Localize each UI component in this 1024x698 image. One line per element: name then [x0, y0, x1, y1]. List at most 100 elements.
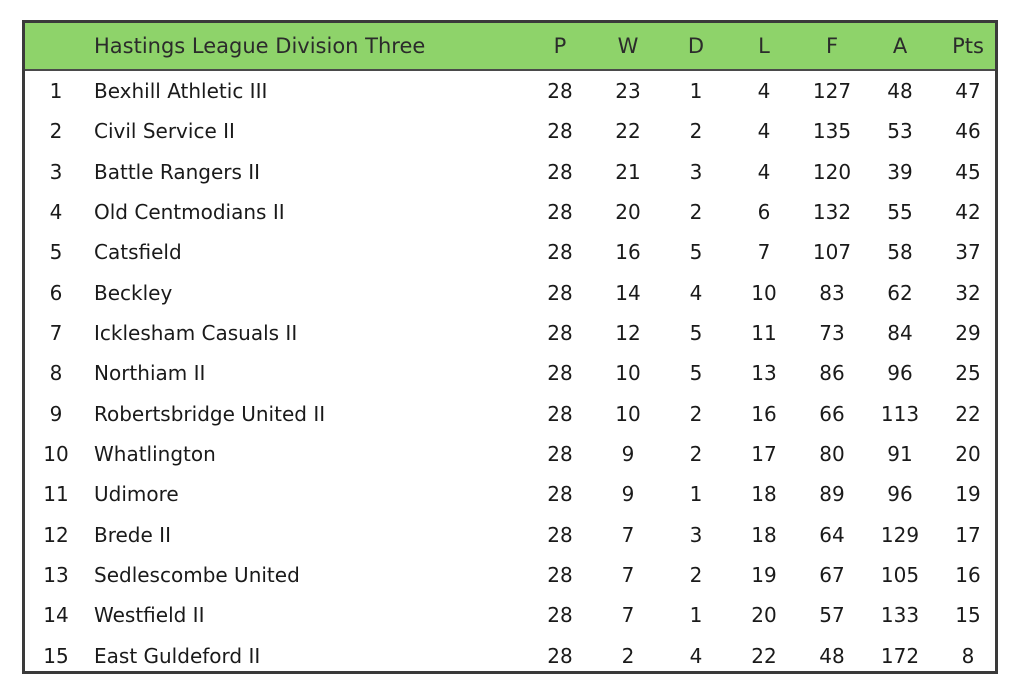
team-name-cell: Civil Service II [94, 119, 235, 144]
won-cell: 2 [621, 643, 635, 668]
drawn-cell: 3 [689, 522, 703, 547]
points-cell: 17 [955, 522, 981, 547]
column-header-pts: Pts [952, 34, 984, 58]
goals-for-cell: 48 [819, 643, 845, 668]
goals-against-cell: 129 [880, 522, 920, 547]
position-cell: 15 [43, 643, 69, 668]
points-cell: 46 [955, 119, 981, 144]
goals-against-cell: 84 [887, 320, 913, 345]
drawn-cell: 5 [689, 361, 703, 386]
team-name-cell: Icklesham Casuals II [94, 320, 298, 345]
goals-for-cell: 80 [819, 441, 845, 466]
played-cell: 28 [547, 482, 573, 507]
team-name-cell: Westfield II [94, 603, 205, 628]
won-cell: 10 [615, 401, 641, 426]
goals-against-cell: 39 [887, 159, 913, 184]
played-cell: 28 [547, 401, 573, 426]
column-header-l: L [758, 34, 770, 58]
played-cell: 28 [547, 562, 573, 587]
points-cell: 29 [955, 320, 981, 345]
table-row: 8 Northiam II 28 10 5 13 86 96 25 [25, 353, 995, 393]
table-row: 4 Old Centmodians II 28 20 2 6 132 55 42 [25, 192, 995, 232]
table-row: 12 Brede II 28 7 3 18 64 129 17 [25, 515, 995, 555]
lost-cell: 10 [751, 280, 777, 305]
team-name-cell: Brede II [94, 522, 171, 547]
played-cell: 28 [547, 522, 573, 547]
lost-cell: 17 [751, 441, 777, 466]
won-cell: 14 [615, 280, 641, 305]
drawn-cell: 5 [689, 320, 703, 345]
goals-for-cell: 127 [812, 79, 852, 103]
league-table: Hastings League Division Three P W D L F… [22, 20, 998, 674]
table-row: 14 Westfield II 28 7 1 20 57 133 15 [25, 595, 995, 635]
won-cell: 20 [615, 199, 641, 224]
lost-cell: 19 [751, 562, 777, 587]
team-name-cell: Catsfield [94, 240, 182, 265]
team-name-cell: Bexhill Athletic III [94, 79, 268, 103]
goals-against-cell: 91 [887, 441, 913, 466]
position-cell: 8 [49, 361, 63, 386]
team-name-cell: Udimore [94, 482, 179, 507]
position-cell: 9 [49, 401, 63, 426]
played-cell: 28 [547, 643, 573, 668]
table-header: Hastings League Division Three P W D L F… [25, 23, 995, 71]
team-name-cell: Sedlescombe United [94, 562, 300, 587]
goals-for-cell: 66 [819, 401, 845, 426]
played-cell: 28 [547, 441, 573, 466]
goals-for-cell: 86 [819, 361, 845, 386]
drawn-cell: 3 [689, 159, 703, 184]
won-cell: 21 [615, 159, 641, 184]
goals-for-cell: 83 [819, 280, 845, 305]
lost-cell: 16 [751, 401, 777, 426]
won-cell: 7 [621, 522, 635, 547]
goals-for-cell: 89 [819, 482, 845, 507]
position-cell: 1 [49, 79, 63, 103]
team-name-cell: Robertsbridge United II [94, 401, 326, 426]
played-cell: 28 [547, 280, 573, 305]
position-cell: 4 [49, 199, 63, 224]
points-cell: 47 [955, 79, 981, 103]
goals-against-cell: 113 [880, 401, 920, 426]
points-cell: 15 [955, 603, 981, 628]
points-cell: 19 [955, 482, 981, 507]
team-name-cell: Beckley [94, 280, 173, 305]
drawn-cell: 2 [689, 119, 703, 144]
team-name-cell: East Guldeford II [94, 643, 261, 668]
goals-for-cell: 64 [819, 522, 845, 547]
table-row: 2 Civil Service II 28 22 2 4 135 53 46 [25, 111, 995, 151]
position-cell: 3 [49, 159, 63, 184]
goals-for-cell: 132 [812, 199, 852, 224]
goals-against-cell: 96 [887, 361, 913, 386]
position-cell: 13 [43, 562, 69, 587]
points-cell: 37 [955, 240, 981, 265]
table-row: 10 Whatlington 28 9 2 17 80 91 20 [25, 434, 995, 474]
lost-cell: 11 [751, 320, 777, 345]
column-header-a: A [892, 34, 908, 58]
goals-against-cell: 48 [887, 79, 913, 103]
goals-against-cell: 133 [880, 603, 920, 628]
table-row: 9 Robertsbridge United II 28 10 2 16 66 113 22 [25, 394, 995, 434]
lost-cell: 22 [751, 643, 777, 668]
won-cell: 16 [615, 240, 641, 265]
points-cell: 45 [955, 159, 981, 184]
lost-cell: 20 [751, 603, 777, 628]
drawn-cell: 4 [689, 280, 703, 305]
lost-cell: 4 [757, 119, 771, 144]
column-header-f: F [825, 34, 839, 58]
lost-cell: 6 [757, 199, 771, 224]
team-name-cell: Battle Rangers II [94, 159, 261, 184]
points-cell: 32 [955, 280, 981, 305]
column-header-d: D [687, 34, 705, 58]
points-cell: 8 [961, 643, 975, 668]
drawn-cell: 2 [689, 199, 703, 224]
played-cell: 28 [547, 79, 573, 103]
goals-against-cell: 96 [887, 482, 913, 507]
played-cell: 28 [547, 361, 573, 386]
position-cell: 5 [49, 240, 63, 265]
table-row: 13 Sedlescombe United 28 7 2 19 67 105 16 [25, 555, 995, 595]
goals-against-cell: 58 [887, 240, 913, 265]
won-cell: 7 [621, 562, 635, 587]
position-cell: 7 [49, 320, 63, 345]
played-cell: 28 [547, 240, 573, 265]
played-cell: 28 [547, 320, 573, 345]
